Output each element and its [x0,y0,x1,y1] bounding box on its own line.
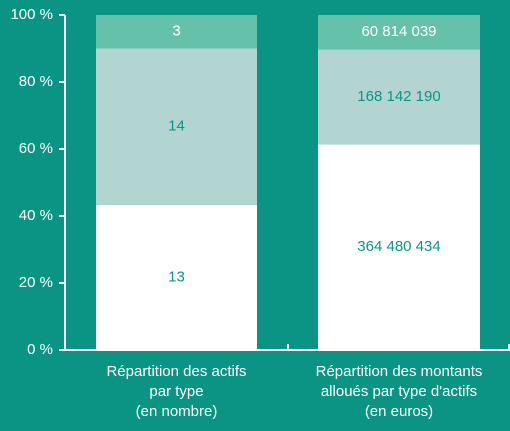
y-tick-label: 40 % [19,207,53,224]
bar-segment [318,15,480,50]
bar-segment [96,15,257,49]
bar-segment [96,204,257,350]
bar-segment [318,49,480,145]
data-label: 13 [168,268,185,285]
y-tick-label: 80 % [19,73,53,90]
bar-segment [318,144,480,350]
bar-segment [96,48,257,205]
y-tick-label: 100 % [10,6,53,23]
y-tick-label: 60 % [19,140,53,157]
y-tick-label: 0 % [27,341,53,358]
x-tick-label: (en nombre) [136,403,218,420]
data-label: 60 814 039 [361,23,436,40]
x-tick-label: (en euros) [365,403,433,420]
data-label: 3 [172,23,180,40]
x-tick-label: Répartition des montants [316,363,483,380]
data-label: 364 480 434 [357,238,440,255]
data-label: 168 142 190 [357,88,440,105]
y-tick-label: 20 % [19,274,53,291]
x-tick-label: alloués par type d'actifs [321,383,477,400]
x-tick-label: par type [149,383,203,400]
data-label: 14 [168,118,185,135]
x-tick-label: Répartition des actifs [106,363,246,380]
